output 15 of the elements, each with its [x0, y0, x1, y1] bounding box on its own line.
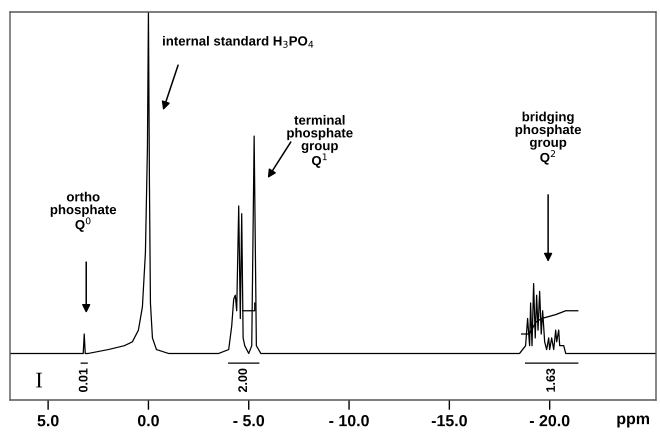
annotation: 0.01 [78, 368, 88, 392]
annotation: terminal phosphate group Q$^{1}$ [287, 115, 353, 168]
x-tick-label: - 20.0 [530, 415, 570, 426]
x-tick-label: -15.0 [432, 415, 467, 426]
x-axis-title: ppm [617, 416, 650, 428]
annotation: internal standard H$_{3}$PO$_{4}$ [163, 36, 314, 48]
x-tick-label: 5.0 [38, 415, 59, 426]
annotation: bridging phosphate group Q$^{2}$ [516, 112, 582, 165]
annotation: I [36, 372, 42, 388]
x-tick-label: 0.0 [138, 415, 159, 426]
annotation: 1.63 [546, 368, 556, 392]
x-tick-label: - 5.0 [233, 415, 264, 426]
annotation: ortho phosphate Q$^{0}$ [50, 192, 116, 232]
annotation: 2.00 [238, 368, 248, 392]
x-tick-label: - 10.0 [329, 415, 369, 426]
